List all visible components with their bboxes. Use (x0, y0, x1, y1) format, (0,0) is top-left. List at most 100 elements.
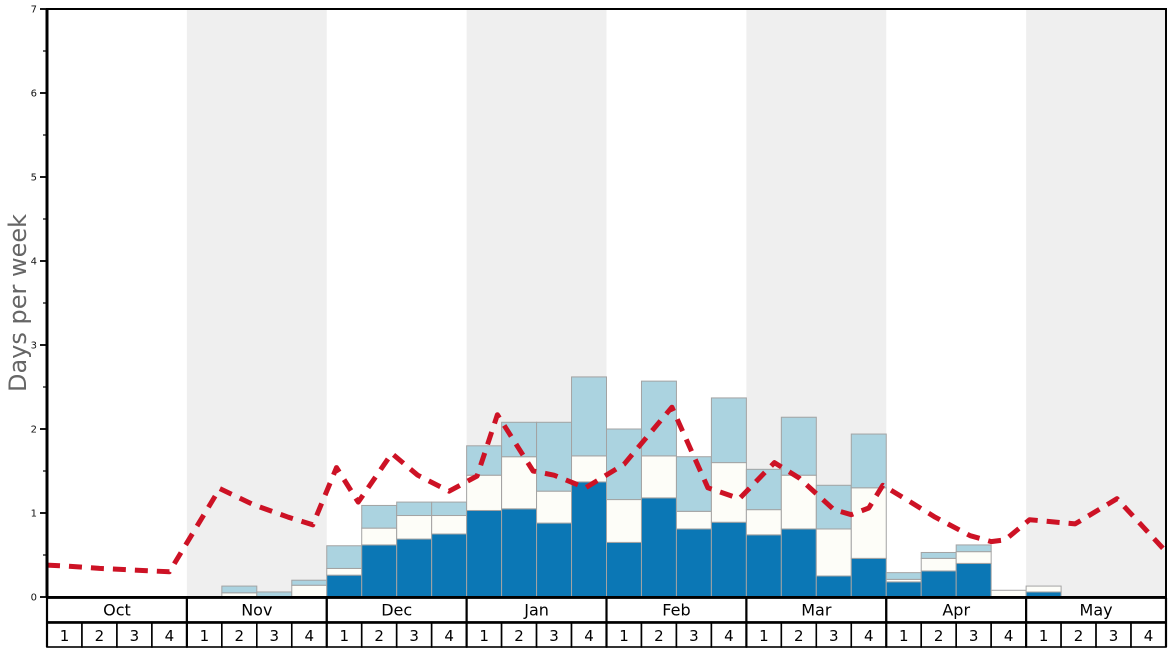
y-axis-title: Days per week (4, 214, 32, 392)
month-label: Mar (801, 601, 832, 620)
week-label: 1 (60, 627, 70, 645)
week-label-cell (1060, 622, 1097, 648)
month-label: Nov (241, 601, 272, 620)
stacked-bars-layer (221, 376, 1062, 598)
week-label: 1 (200, 627, 210, 645)
week-label-cell (395, 622, 433, 648)
light-blue-segment (326, 545, 363, 569)
week-label: 2 (514, 627, 524, 645)
white-segment (780, 474, 817, 530)
week-label: 2 (654, 627, 664, 645)
month-label-cell (745, 597, 888, 623)
dark-blue-segment (501, 508, 538, 598)
week-label: 1 (339, 627, 349, 645)
dark-blue-segment (606, 541, 642, 598)
month-label: Feb (662, 601, 690, 620)
light-blue-segment (361, 504, 398, 529)
y-axis-tick-label: 0 (31, 593, 37, 604)
light-blue-segment (396, 501, 433, 517)
y-axis-tick-label: 7 (31, 5, 37, 16)
week-label-cell (116, 622, 153, 648)
light-blue-segment (536, 421, 573, 492)
week-label: 4 (444, 627, 454, 645)
dark-blue-segment (571, 481, 608, 598)
white-segment (990, 589, 1027, 598)
week-label: 3 (130, 627, 140, 645)
y-axis-tick-label: 3 (31, 341, 37, 352)
week-label: 4 (1144, 627, 1154, 645)
light-blue-segment (780, 416, 817, 476)
white-segment (291, 584, 328, 598)
week-label: 1 (1039, 627, 1049, 645)
light-blue-segment (221, 585, 258, 594)
white-segment (396, 515, 433, 540)
dark-blue-segment (745, 534, 782, 598)
y-axis-tick-label: 5 (31, 173, 37, 184)
dark-blue-segment (431, 533, 468, 598)
week-label-cell (920, 622, 957, 648)
week-label: 2 (1074, 627, 1084, 645)
week-label-cell (815, 622, 853, 648)
month-label-cell (1025, 597, 1167, 623)
week-label-cell (640, 622, 678, 648)
white-segment (361, 527, 398, 546)
dark-blue-segment (466, 509, 503, 598)
light-blue-segment (850, 433, 887, 489)
y-axis-tick-label: 1 (31, 509, 37, 520)
dark-blue-segment (361, 544, 398, 598)
light-blue-segment (885, 572, 922, 580)
dark-blue-segment (885, 581, 922, 598)
white-segment (955, 551, 992, 564)
week-label: 2 (934, 627, 944, 645)
white-segment (1025, 585, 1062, 593)
week-label-cell (81, 622, 118, 648)
week-label: 4 (724, 627, 734, 645)
white-segment (815, 528, 852, 577)
week-label: 2 (95, 627, 105, 645)
week-label: 1 (479, 627, 489, 645)
week-label-cell (256, 622, 293, 648)
month-label: May (1080, 601, 1113, 620)
dark-blue-segment (815, 575, 852, 598)
y-axis-tick-label: 2 (31, 425, 37, 436)
month-label-cell (185, 597, 328, 623)
month-label: Oct (103, 601, 131, 620)
month-shading-layer (186, 9, 1166, 597)
light-blue-segment (815, 484, 852, 530)
white-segment (745, 509, 782, 536)
week-label: 4 (1004, 627, 1014, 645)
week-label: 4 (304, 627, 314, 645)
white-segment (536, 490, 573, 524)
week-label-cell (221, 622, 258, 648)
dark-blue-segment (326, 574, 363, 598)
white-segment (431, 515, 468, 535)
week-label: 3 (689, 627, 699, 645)
week-label-cell (675, 622, 713, 648)
week-label-cell (885, 622, 923, 648)
light-blue-segment (291, 579, 328, 586)
week-label: 1 (619, 627, 629, 645)
week-label: 1 (759, 627, 769, 645)
week-label: 2 (374, 627, 384, 645)
light-blue-segment (431, 501, 468, 517)
week-label: 3 (829, 627, 839, 645)
white-segment (606, 499, 642, 543)
week-label-cell (290, 622, 328, 648)
month-band-may (1026, 9, 1166, 597)
x-label-boxes-layer: Oct Nov Dec Jan Feb Mar Apr May 1 2 3 4 1 2 3 4 1 2 3 4 1 2 3 4… (45, 597, 1168, 648)
month-label-cell (46, 597, 188, 623)
week-label-cell (955, 622, 992, 648)
dark-blue-segment (396, 538, 433, 598)
dark-blue-segment (536, 522, 573, 598)
white-segment (640, 455, 677, 499)
white-segment (326, 567, 363, 576)
month-label: Jan (523, 601, 549, 620)
month-label: Dec (381, 601, 412, 620)
light-blue-segment (571, 376, 608, 457)
week-label: 2 (235, 627, 245, 645)
week-label-cell (850, 622, 888, 648)
week-label-cell (325, 622, 363, 648)
white-segment (571, 455, 608, 483)
